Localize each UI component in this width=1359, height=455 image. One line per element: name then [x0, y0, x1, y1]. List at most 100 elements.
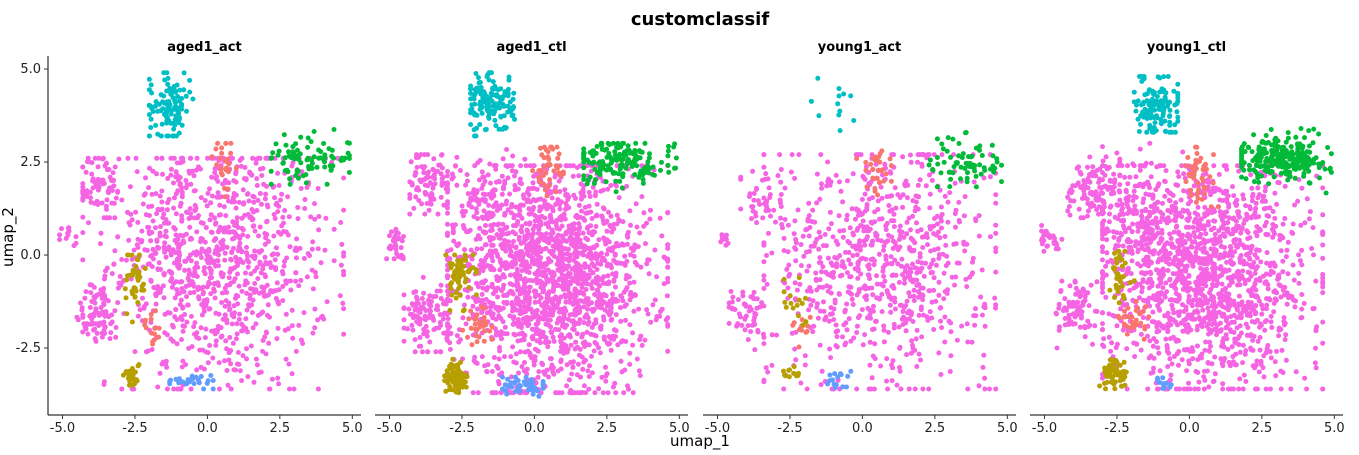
data-point: [588, 251, 594, 257]
data-point: [275, 325, 281, 331]
data-point: [203, 349, 209, 355]
data-point: [159, 121, 165, 127]
data-point: [867, 362, 873, 368]
data-point: [908, 159, 914, 165]
data-point: [175, 263, 181, 269]
data-point: [586, 374, 592, 379]
data-point: [862, 208, 868, 214]
data-point: [312, 201, 317, 207]
data-point: [417, 318, 423, 324]
data-point: [224, 290, 230, 295]
data-point: [948, 329, 954, 335]
data-point: [493, 123, 499, 129]
data-point: [195, 287, 201, 292]
data-point: [514, 266, 520, 272]
data-point: [512, 259, 518, 265]
data-point: [600, 165, 606, 171]
data-point: [228, 361, 234, 367]
data-point: [904, 352, 910, 358]
data-point: [877, 216, 882, 222]
data-point: [751, 191, 757, 196]
data-point: [936, 350, 942, 356]
data-point: [482, 127, 488, 133]
data-point: [945, 219, 951, 225]
data-point: [215, 323, 221, 329]
data-point: [168, 111, 174, 117]
data-point: [738, 206, 744, 212]
data-point: [480, 285, 486, 291]
data-point: [813, 270, 819, 276]
data-point: [140, 201, 146, 207]
data-point: [176, 116, 182, 122]
data-point: [735, 297, 741, 303]
data-point: [603, 219, 609, 225]
data-point: [537, 220, 543, 226]
data-point: [442, 310, 448, 316]
data-point: [892, 240, 898, 246]
data-point: [304, 185, 310, 190]
data-point: [631, 279, 637, 285]
data-point: [435, 211, 441, 217]
data-point: [514, 301, 520, 307]
data-point: [93, 306, 99, 312]
data-point: [156, 334, 162, 340]
x-tick-label: -5.0: [377, 421, 402, 436]
data-point: [860, 218, 866, 224]
data-point: [110, 177, 116, 183]
data-point: [199, 286, 205, 292]
data-point: [129, 256, 135, 262]
data-point: [900, 322, 906, 327]
data-point: [133, 155, 139, 161]
data-point: [532, 314, 538, 320]
data-point: [466, 200, 472, 206]
data-point: [212, 331, 218, 337]
data-point: [261, 181, 267, 187]
data-point: [226, 229, 232, 235]
data-point: [248, 271, 254, 277]
data-point: [252, 248, 258, 254]
data-point: [287, 386, 292, 392]
data-point: [112, 164, 118, 170]
data-point: [525, 387, 531, 393]
data-point: [310, 239, 316, 245]
data-point: [514, 307, 520, 313]
data-point: [593, 224, 599, 229]
data-point: [196, 213, 202, 219]
data-point: [276, 148, 282, 154]
data-point: [177, 376, 182, 382]
data-point: [933, 262, 939, 268]
data-point: [737, 314, 743, 320]
data-point: [321, 316, 327, 322]
data-point: [832, 297, 838, 303]
data-point: [318, 149, 324, 155]
data-point: [184, 210, 190, 215]
data-point: [129, 288, 135, 294]
data-point: [638, 333, 644, 339]
data-point: [993, 305, 998, 311]
data-point: [90, 185, 96, 191]
data-point: [522, 304, 528, 310]
data-point: [431, 156, 437, 162]
data-point: [927, 226, 933, 232]
data-point: [454, 182, 460, 188]
data-point: [471, 96, 477, 102]
data-point: [804, 386, 810, 392]
facet-label: aged1_act: [167, 40, 241, 55]
data-point: [425, 349, 430, 355]
data-point: [507, 191, 513, 197]
data-point: [792, 346, 798, 352]
data-point: [181, 70, 187, 76]
data-point: [253, 356, 259, 362]
data-point: [211, 286, 217, 292]
data-point: [942, 339, 948, 345]
data-point: [595, 260, 601, 266]
data-point: [173, 211, 179, 217]
data-point: [929, 299, 935, 305]
data-point: [814, 236, 820, 242]
data-point: [535, 320, 541, 326]
data-point: [542, 306, 548, 312]
data-point: [250, 325, 256, 331]
data-point: [516, 319, 522, 325]
data-point: [818, 382, 824, 388]
data-point: [501, 300, 507, 305]
